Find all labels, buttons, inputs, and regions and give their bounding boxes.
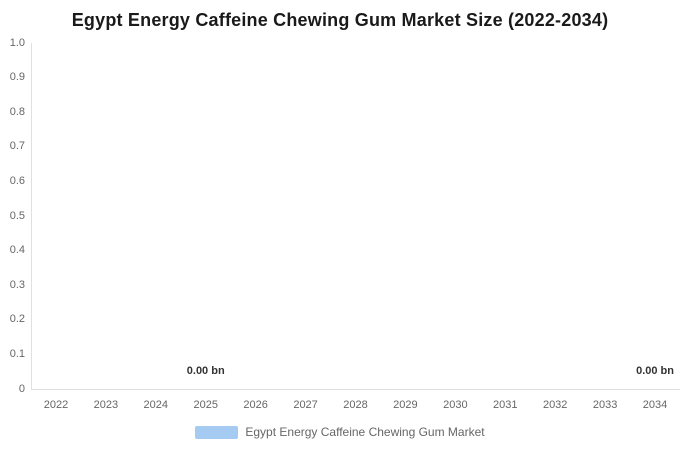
x-axis-tick-label: 2028 xyxy=(343,399,368,411)
y-axis-tick-label: 0.1 xyxy=(9,347,25,360)
y-axis-tick-label: 0.7 xyxy=(9,140,25,153)
x-axis-tick-label: 2023 xyxy=(93,399,119,411)
data-label: 0.00 bn xyxy=(636,365,674,377)
y-axis-tick-label: 0.9 xyxy=(9,71,25,84)
x-axis-tick-label: 2025 xyxy=(193,399,218,411)
y-axis-tick-label: 1.0 xyxy=(9,36,25,49)
x-axis-tick-label: 2027 xyxy=(293,399,318,411)
chart-title: Egypt Energy Caffeine Chewing Gum Market… xyxy=(71,10,609,30)
y-axis-tick-label: 0 xyxy=(18,382,25,395)
x-axis-tick-label: 2034 xyxy=(642,399,668,411)
x-axis-tick-label: 2031 xyxy=(493,399,518,411)
legend-label: Egypt Energy Caffeine Chewing Gum Market xyxy=(245,425,485,439)
x-axis-tick-label: 2030 xyxy=(443,399,468,411)
y-axis-tick-label: 0.6 xyxy=(9,174,25,187)
x-axis-line xyxy=(31,389,680,390)
y-axis-tick-label: 0.2 xyxy=(9,313,25,326)
y-axis-tick-label: 0.3 xyxy=(9,278,25,291)
x-axis-tick-label: 2024 xyxy=(143,399,169,411)
legend-swatch xyxy=(195,425,239,439)
x-axis-tick-label: 2029 xyxy=(393,399,418,411)
y-axis-line xyxy=(31,43,32,389)
y-axis-tick-label: 0.5 xyxy=(9,209,25,222)
legend-item[interactable]: Egypt Energy Caffeine Chewing Gum Market xyxy=(195,425,485,439)
x-axis-tick-label: 2032 xyxy=(542,399,568,411)
x-axis-tick-label: 2026 xyxy=(243,399,268,411)
y-axis-tick-label: 0.8 xyxy=(9,105,25,118)
legend: Egypt Energy Caffeine Chewing Gum Market xyxy=(0,425,680,439)
y-axis-tick-label: 0.4 xyxy=(9,244,25,257)
x-axis-tick-label: 2033 xyxy=(592,399,618,411)
data-label: 0.00 bn xyxy=(186,365,225,377)
x-axis-tick-label: 2022 xyxy=(43,399,69,411)
